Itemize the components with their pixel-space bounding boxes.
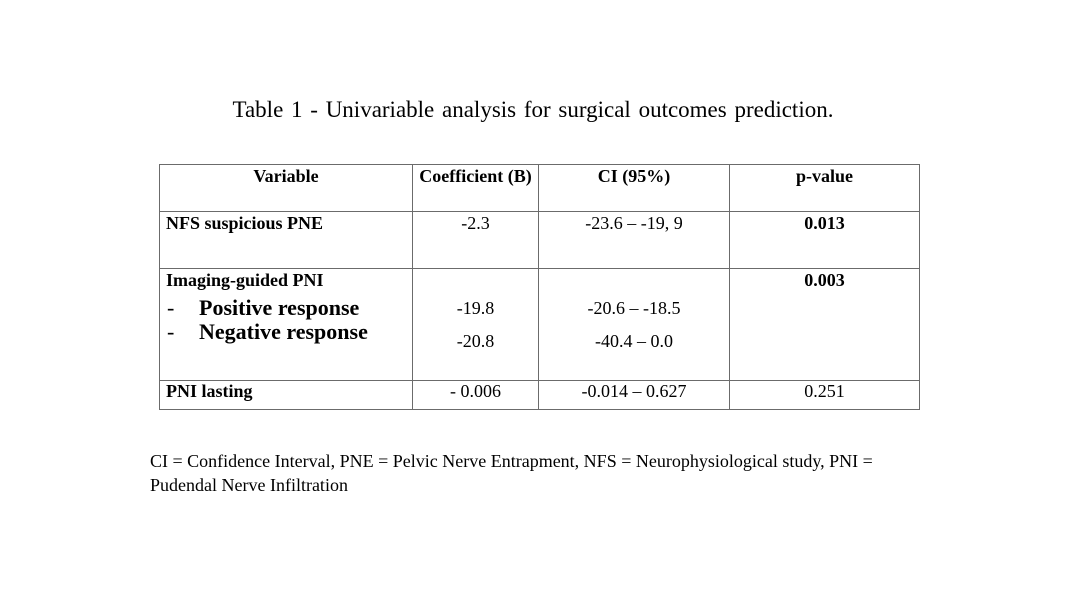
table-footnote: CI = Confidence Interval, PNE = Pelvic N…	[150, 451, 873, 495]
table-title: Table 1 - Univariable analysis for surgi…	[232, 97, 834, 122]
sub-item-ci: -40.4 – 0.0	[595, 331, 673, 351]
dash-bullet: -	[167, 295, 175, 320]
cell-coefficient: -2.3	[412, 211, 539, 269]
cell-variable: PNI lasting	[159, 380, 413, 410]
sub-item-coefficient: -20.8	[456, 331, 495, 351]
results-table-container: Variable Coefficient (B) CI (95%) p-valu…	[159, 164, 920, 410]
table-header-row: Variable Coefficient (B) CI (95%) p-valu…	[159, 164, 920, 212]
table-row: Imaging-guided PNI - Positive response -…	[159, 268, 920, 381]
sub-item-label: Positive response	[199, 295, 360, 320]
results-table: Variable Coefficient (B) CI (95%) p-valu…	[159, 164, 920, 410]
variable-label: Imaging-guided PNI	[166, 270, 324, 290]
cell-p-value: 0.013	[729, 211, 920, 269]
sub-item-ci: -20.6 – -18.5	[587, 298, 681, 318]
cell-variable: NFS suspicious PNE	[159, 211, 413, 269]
sub-item-coefficient: -19.8	[456, 298, 495, 318]
cell-ci: -20.6 – -18.5 -40.4 – 0.0	[538, 268, 730, 381]
table-row: PNI lasting - 0.006 -0.014 – 0.627 0.251	[159, 380, 920, 410]
header-ci: CI (95%)	[538, 164, 730, 212]
cell-variable: Imaging-guided PNI - Positive response -…	[159, 268, 413, 381]
cell-ci: -0.014 – 0.627	[538, 380, 730, 410]
header-p-value: p-value	[729, 164, 920, 212]
table-row: NFS suspicious PNE -2.3 -23.6 – -19, 9 0…	[159, 211, 920, 269]
list-item: - Negative response	[166, 320, 412, 344]
cell-ci: -23.6 – -19, 9	[538, 211, 730, 269]
header-variable: Variable	[159, 164, 413, 212]
sub-item-label: Negative response	[199, 319, 368, 344]
cell-coefficient: -19.8 -20.8	[412, 268, 539, 381]
header-coefficient: Coefficient (B)	[412, 164, 539, 212]
cell-p-value: 0.251	[729, 380, 920, 410]
cell-coefficient: - 0.006	[412, 380, 539, 410]
cell-p-value: 0.003	[729, 268, 920, 381]
list-item: - Positive response	[166, 296, 412, 320]
sub-item-list: - Positive response - Negative response	[166, 296, 412, 344]
dash-bullet: -	[167, 319, 175, 344]
